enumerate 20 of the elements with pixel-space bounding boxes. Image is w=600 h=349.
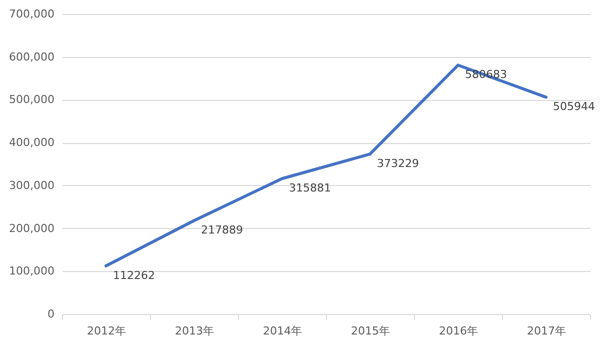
data-label: 315881 bbox=[289, 182, 331, 195]
y-tick-label: 500,000 bbox=[9, 93, 54, 106]
x-tick-label: 2012年 bbox=[87, 324, 126, 338]
y-tick-label: 700,000 bbox=[9, 8, 54, 20]
x-tick-label: 2015年 bbox=[351, 324, 390, 338]
y-tick-label: 100,000 bbox=[9, 264, 54, 278]
x-tick-label: 2014年 bbox=[263, 324, 302, 338]
data-label: 112262 bbox=[113, 268, 155, 282]
data-label: 373229 bbox=[377, 157, 419, 170]
x-tick-label: 2017年 bbox=[527, 324, 566, 338]
y-tick-label: 400,000 bbox=[9, 136, 54, 150]
y-tick-label: 0 bbox=[48, 308, 54, 320]
y-tick-label: 200,000 bbox=[9, 222, 54, 235]
y-tick-label: 600,000 bbox=[9, 50, 54, 64]
y-tick-label: 300,000 bbox=[9, 178, 54, 192]
x-tick-label: 2016年 bbox=[439, 324, 478, 338]
data-label: 505944 bbox=[553, 100, 595, 114]
x-tick-label: 2013年 bbox=[175, 324, 214, 338]
data-label: 217889 bbox=[201, 224, 243, 237]
line-series bbox=[104, 64, 548, 268]
